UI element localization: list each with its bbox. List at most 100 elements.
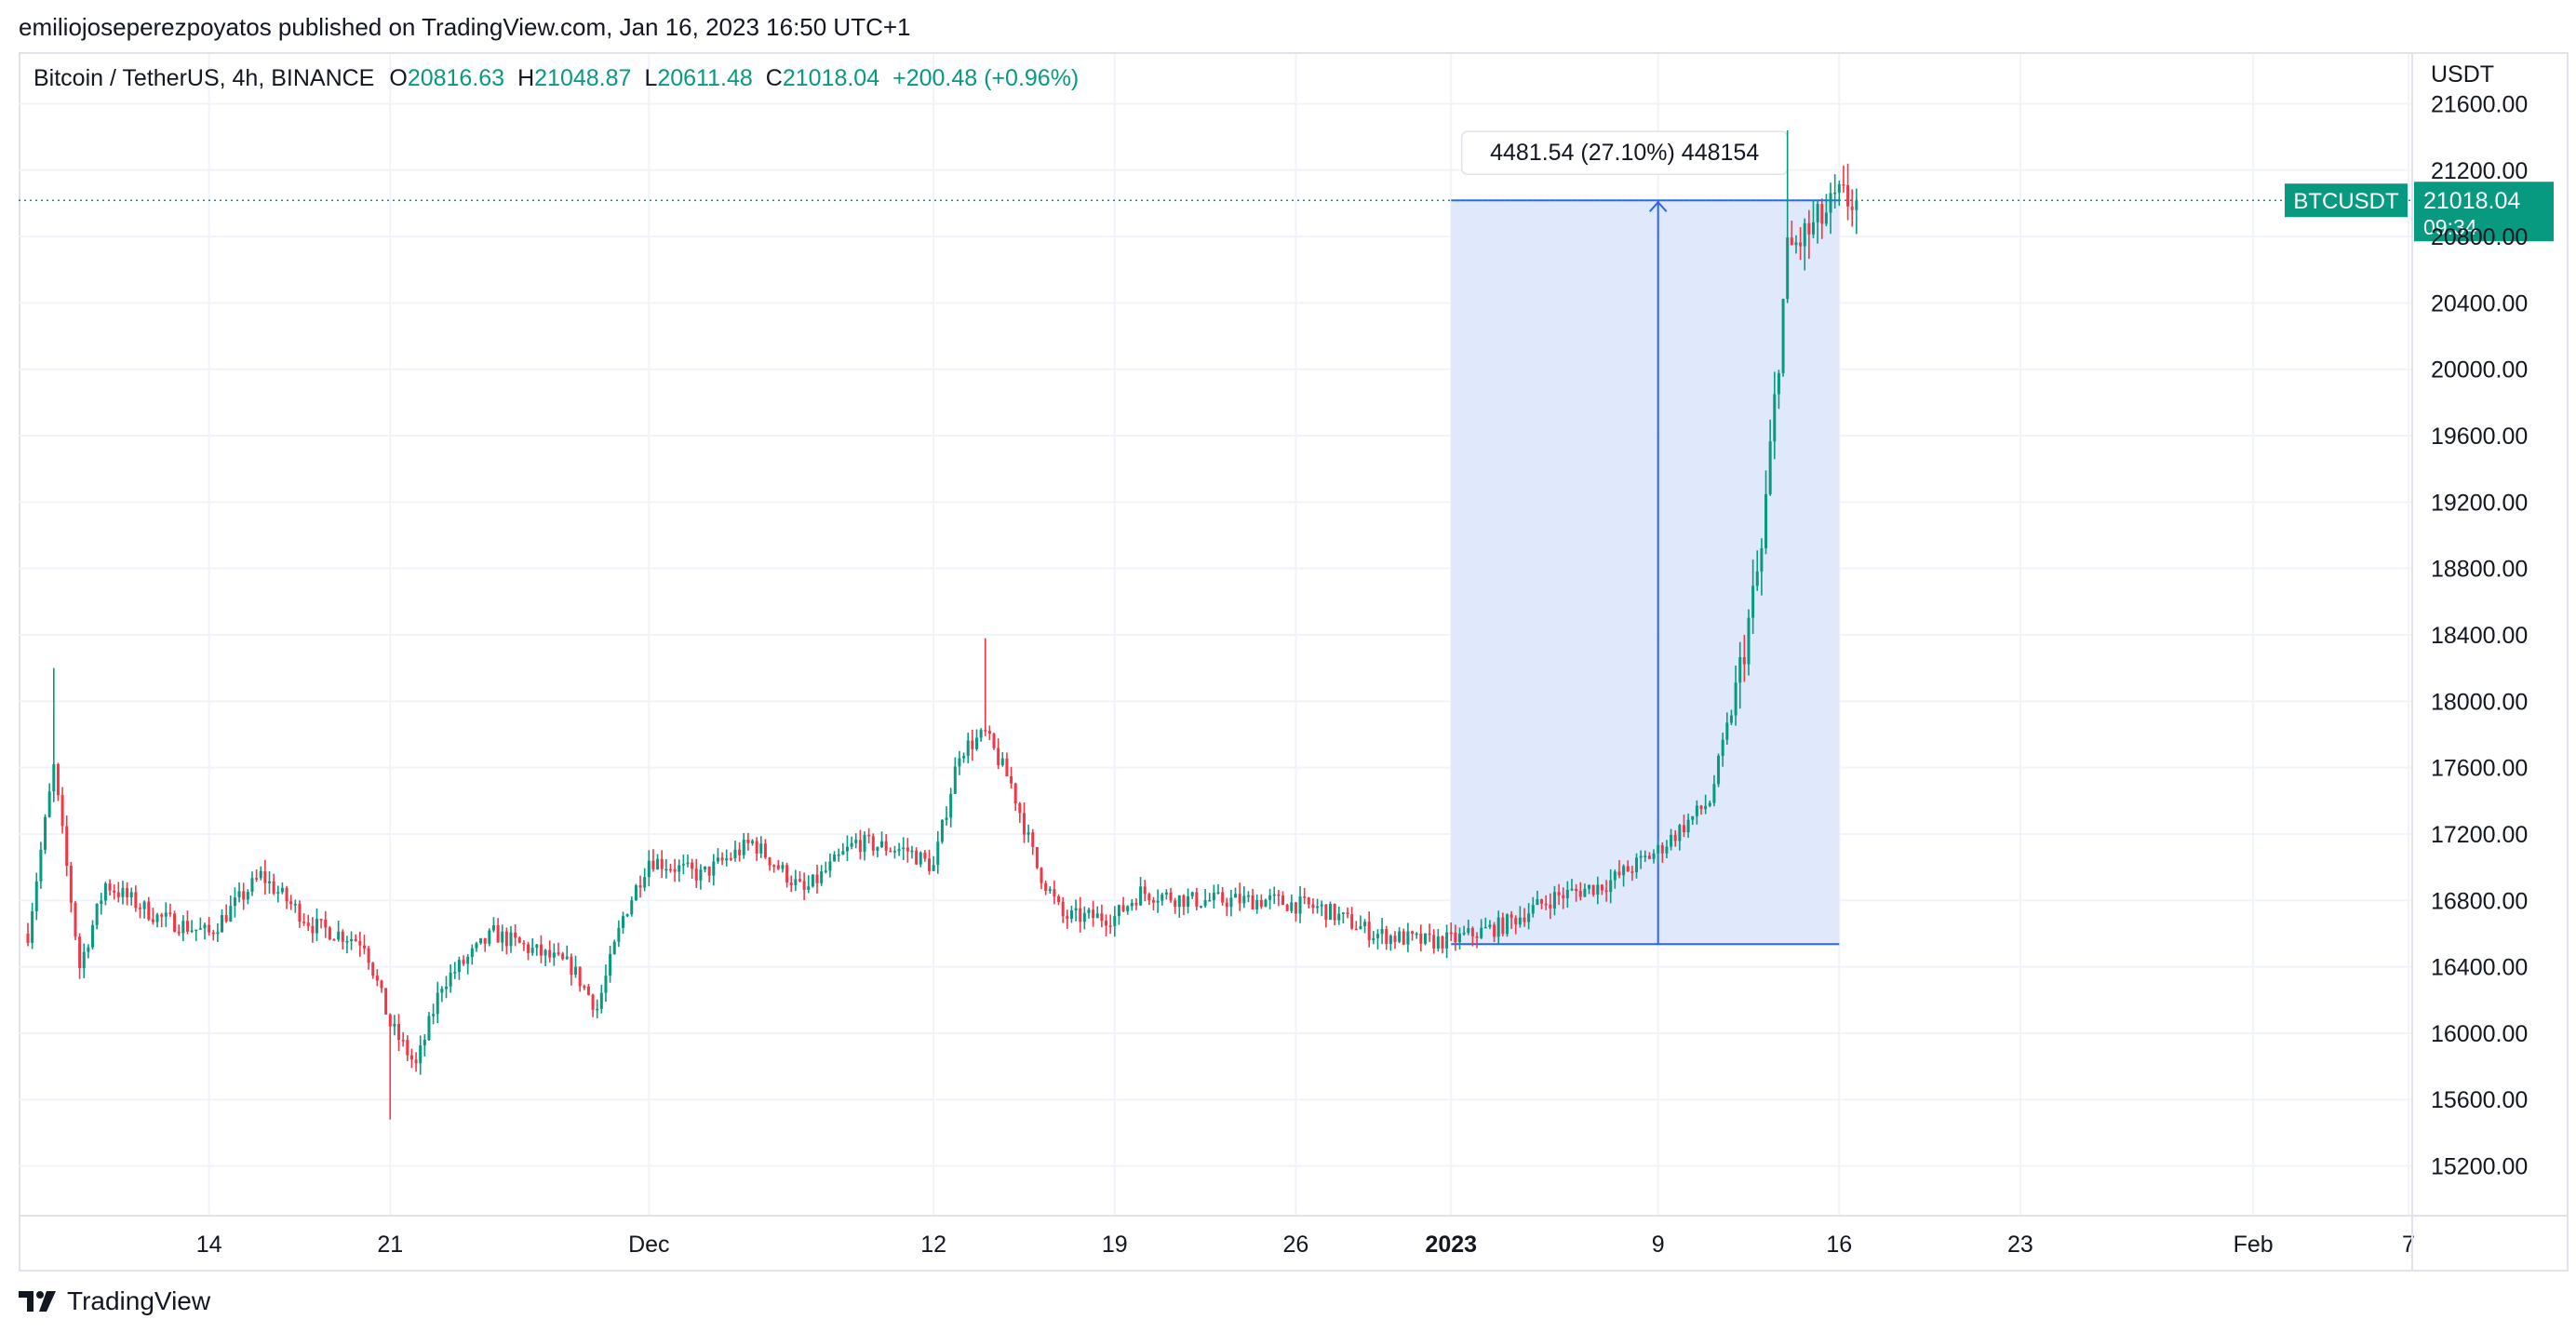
candle-body bbox=[393, 1023, 396, 1027]
candle-body bbox=[707, 866, 711, 876]
candle-body bbox=[815, 874, 819, 883]
candle-body bbox=[625, 914, 629, 917]
candle-body bbox=[440, 989, 444, 993]
candle-body bbox=[198, 928, 202, 930]
candle-body bbox=[561, 953, 565, 960]
candle-body bbox=[358, 940, 362, 946]
candle-body bbox=[1095, 913, 1099, 919]
candle-body bbox=[574, 966, 578, 976]
candle-body bbox=[1816, 204, 1819, 222]
legend-change: +200.48 (+0.96%) bbox=[892, 65, 1080, 91]
candle-body bbox=[1449, 932, 1453, 935]
candle-body bbox=[962, 756, 966, 759]
candle-body bbox=[1139, 886, 1143, 906]
candle-body bbox=[242, 891, 246, 900]
candle-body bbox=[34, 881, 38, 911]
candle-body bbox=[1359, 925, 1362, 930]
candle-body bbox=[1100, 913, 1104, 922]
candle-body bbox=[268, 881, 272, 883]
candle-body bbox=[306, 922, 310, 926]
candle-body bbox=[160, 914, 164, 917]
candle-body bbox=[634, 885, 637, 901]
candle-body bbox=[1061, 901, 1065, 917]
candle-body bbox=[1470, 928, 1474, 936]
candle-body bbox=[423, 1040, 426, 1046]
candle-body bbox=[375, 976, 379, 981]
candle-body bbox=[1324, 904, 1328, 921]
candle-body bbox=[1496, 917, 1500, 937]
candle-body bbox=[1544, 903, 1548, 906]
candle-body bbox=[1837, 183, 1841, 193]
candle-body bbox=[1195, 892, 1199, 907]
candle-body bbox=[1398, 931, 1402, 942]
candle-body bbox=[1557, 892, 1561, 895]
candle-body bbox=[1367, 922, 1371, 940]
candle-body bbox=[52, 763, 56, 792]
candle-body bbox=[1483, 926, 1487, 929]
candle-body bbox=[173, 913, 177, 932]
candle-body bbox=[1588, 884, 1591, 889]
candle-body bbox=[583, 986, 586, 988]
candle-body bbox=[858, 840, 862, 853]
candle-body bbox=[1350, 914, 1354, 929]
candle-body bbox=[1212, 892, 1215, 900]
candle-body bbox=[1842, 183, 1845, 186]
candle-body bbox=[1829, 193, 1832, 213]
grid-lines bbox=[19, 54, 2412, 1216]
candle-body bbox=[691, 862, 694, 869]
candle-body bbox=[1018, 803, 1022, 814]
candle-body bbox=[1000, 758, 1004, 766]
candle-body bbox=[889, 850, 892, 853]
x-tick-label: Feb bbox=[2234, 1232, 2274, 1258]
candle-body bbox=[1708, 802, 1711, 806]
x-tick-label: 21 bbox=[377, 1232, 403, 1258]
candle-body bbox=[686, 862, 690, 865]
tradingview-logo-icon[interactable] bbox=[19, 1289, 60, 1313]
candle-body bbox=[138, 908, 141, 909]
measure-range-box[interactable] bbox=[1451, 200, 1840, 945]
candle-body bbox=[1583, 888, 1587, 897]
candle-body bbox=[609, 953, 612, 976]
candle-body bbox=[915, 850, 919, 865]
candle-body bbox=[1626, 866, 1630, 872]
candle-body bbox=[1604, 890, 1608, 893]
candle-body bbox=[1751, 586, 1755, 618]
candle-body bbox=[1272, 894, 1276, 896]
candle-body bbox=[95, 903, 99, 925]
candle-body bbox=[971, 740, 974, 749]
candle-body bbox=[116, 892, 120, 897]
legend-symbol[interactable]: Bitcoin / TetherUS, 4h, BINANCE bbox=[34, 65, 375, 91]
candle-body bbox=[763, 843, 767, 858]
candle-body bbox=[1462, 932, 1466, 935]
candle-body bbox=[319, 919, 323, 921]
candle-body bbox=[195, 929, 198, 932]
candle-body bbox=[1518, 917, 1522, 925]
candle-body bbox=[694, 868, 698, 881]
candle-body bbox=[1613, 871, 1617, 881]
candle-body bbox=[1764, 493, 1768, 548]
axes: 15200.00 15600.00 16000.00 16400.00 16800.00… bbox=[19, 54, 2567, 1270]
candle-body bbox=[126, 888, 129, 897]
candle-body bbox=[298, 904, 302, 922]
candle-body bbox=[1712, 784, 1716, 803]
candle-body bbox=[60, 795, 64, 827]
candle-body bbox=[643, 877, 647, 888]
candle-body bbox=[1298, 896, 1302, 914]
candle-body bbox=[1174, 900, 1177, 908]
candle-body bbox=[69, 866, 73, 903]
candle-body bbox=[1523, 917, 1526, 922]
candle-body bbox=[871, 836, 875, 851]
candle-body bbox=[362, 945, 366, 949]
candle-body bbox=[738, 849, 742, 855]
candle-body bbox=[462, 960, 465, 964]
candle-body bbox=[1824, 212, 1828, 224]
candle-body bbox=[1117, 905, 1120, 917]
candle-body bbox=[932, 865, 935, 871]
candle-body bbox=[1501, 917, 1505, 935]
footer-brand[interactable]: TradingView bbox=[67, 1286, 211, 1315]
candle-body bbox=[1363, 922, 1367, 926]
candle-body bbox=[867, 834, 871, 837]
candle-body bbox=[113, 890, 116, 893]
